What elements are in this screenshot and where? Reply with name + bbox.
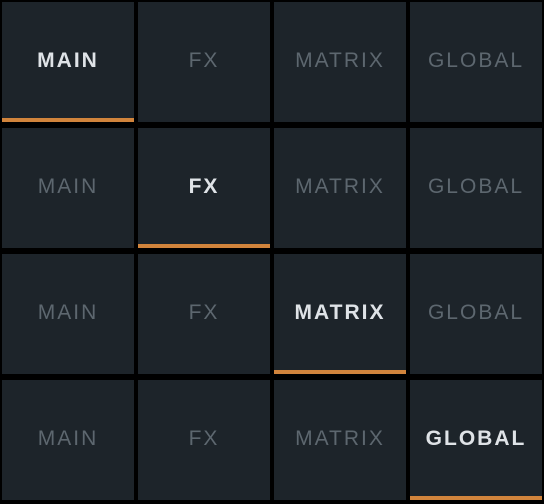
tab-matrix[interactable]: MATRIX <box>274 254 406 374</box>
active-tab-indicator <box>274 370 406 374</box>
tab-label: GLOBAL <box>425 427 527 450</box>
tab-global[interactable]: GLOBAL <box>410 2 542 122</box>
tab-label: FX <box>188 175 220 198</box>
active-tab-indicator <box>138 244 270 248</box>
tab-label: GLOBAL <box>427 175 525 198</box>
tab-main[interactable]: MAIN <box>2 380 134 500</box>
tab-label: MATRIX <box>295 427 385 450</box>
tab-label: MATRIX <box>294 301 386 324</box>
tab-global[interactable]: GLOBAL <box>410 254 542 374</box>
tab-fx[interactable]: FX <box>138 128 270 248</box>
tab-label: FX <box>188 427 220 450</box>
tab-fx[interactable]: FX <box>138 2 270 122</box>
tab-bar-global-selected: MAIN FX MATRIX GLOBAL <box>0 380 544 500</box>
tab-label: MAIN <box>37 175 99 198</box>
tab-label: FX <box>188 301 220 324</box>
tab-matrix[interactable]: MATRIX <box>274 2 406 122</box>
tab-global[interactable]: GLOBAL <box>410 128 542 248</box>
tab-main[interactable]: MAIN <box>2 128 134 248</box>
tab-label: MATRIX <box>295 175 385 198</box>
tab-bar-matrix-selected: MAIN FX MATRIX GLOBAL <box>0 254 544 374</box>
tab-fx[interactable]: FX <box>138 254 270 374</box>
tab-main[interactable]: MAIN <box>2 254 134 374</box>
tab-bar-main-selected: MAIN FX MATRIX GLOBAL <box>0 2 544 122</box>
tab-label: MATRIX <box>295 49 385 72</box>
tab-label: GLOBAL <box>427 301 525 324</box>
tab-label: GLOBAL <box>427 49 525 72</box>
tab-global[interactable]: GLOBAL <box>410 380 542 500</box>
tab-label: FX <box>188 49 220 72</box>
tab-fx[interactable]: FX <box>138 380 270 500</box>
tab-label: MAIN <box>37 427 99 450</box>
active-tab-indicator <box>2 118 134 122</box>
tab-label: MAIN <box>37 49 99 72</box>
tab-matrix[interactable]: MATRIX <box>274 380 406 500</box>
active-tab-indicator <box>410 496 542 500</box>
tab-main[interactable]: MAIN <box>2 2 134 122</box>
tab-label: MAIN <box>37 301 99 324</box>
tab-bar-fx-selected: MAIN FX MATRIX GLOBAL <box>0 128 544 248</box>
tab-matrix[interactable]: MATRIX <box>274 128 406 248</box>
